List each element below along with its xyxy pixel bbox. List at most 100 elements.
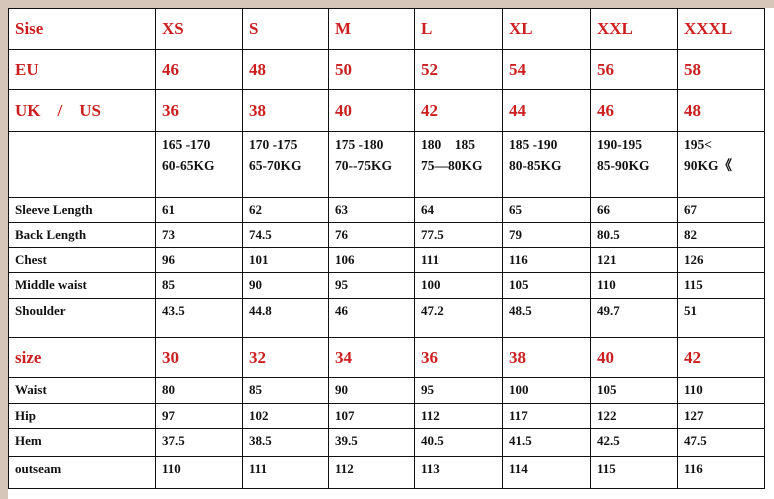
table-cell: 114	[502, 456, 591, 489]
row-label	[8, 131, 156, 198]
table-cell: 54	[502, 49, 591, 90]
table-cell: 42.5	[590, 428, 678, 457]
measurement-row: Back Length 73 74.5 76 77.5 79 80.5 82	[8, 222, 765, 248]
table-cell: 97	[155, 403, 243, 429]
height-range: 165 -170	[162, 137, 211, 152]
table-cell: 122	[590, 403, 678, 429]
table-cell: 61	[155, 197, 243, 223]
table-cell: 48.5	[502, 298, 591, 338]
table-cell: 65	[502, 197, 591, 223]
height-range: 175 -180	[335, 137, 384, 152]
row-label: Middle waist	[8, 272, 156, 299]
table-cell: 90	[328, 377, 415, 404]
table-cell: 40	[328, 89, 415, 132]
table-cell: 116	[677, 456, 765, 489]
table-cell: 77.5	[414, 222, 503, 248]
header-row: Sise XS S M L XL XXL XXXL	[8, 8, 765, 50]
table-cell: 46	[328, 298, 415, 338]
weight-range: 80-85KG	[509, 158, 562, 173]
height-weight-row: 165 -170 60-65KG 170 -175 65-70KG 175 -180 70…	[8, 131, 765, 198]
size-chart-table: Sise XS S M L XL XXL XXXL EU 46 48 50 52 54 56 58 UK / U…	[8, 8, 765, 489]
table-cell: 110	[155, 456, 243, 489]
table-cell: 47.2	[414, 298, 503, 338]
table-cell: 100	[502, 377, 591, 404]
height-weight-cell: 170 -175 65-70KG	[242, 131, 329, 198]
table-cell: 46	[590, 89, 678, 132]
measurement-row: Hip 97 102 107 112 117 122 127	[8, 403, 765, 429]
table-cell: 44	[502, 89, 591, 132]
table-cell: 39.5	[328, 428, 415, 457]
table-cell: 51	[677, 298, 765, 338]
header-row: EU 46 48 50 52 54 56 58	[8, 49, 765, 90]
height-weight-cell: 190-195 85-90KG	[590, 131, 678, 198]
table-cell: 38	[502, 337, 591, 378]
table-cell: 100	[414, 272, 503, 299]
weight-range: 90KG《	[684, 158, 733, 173]
weight-range: 65-70KG	[249, 158, 302, 173]
table-cell: 30	[155, 337, 243, 378]
row-label: Sleeve Length	[8, 197, 156, 223]
table-cell: 58	[677, 49, 765, 90]
table-cell: XXXL	[677, 8, 765, 50]
table-cell: 110	[677, 377, 765, 404]
table-cell: 41.5	[502, 428, 591, 457]
table-cell: 36	[414, 337, 503, 378]
table-cell: 106	[328, 247, 415, 273]
size-chart: Sise XS S M L XL XXL XXXL EU 46 48 50 52 54 56 58 UK / U…	[8, 8, 774, 499]
table-cell: 107	[328, 403, 415, 429]
measurement-row: Chest 96 101 106 111 116 121 126	[8, 247, 765, 273]
height-range: 190-195	[597, 137, 642, 152]
height-weight-cell: 180 185 75—80KG	[414, 131, 503, 198]
measurement-row: Shoulder 43.5 44.8 46 47.2 48.5 49.7 51	[8, 298, 765, 338]
table-cell: 115	[677, 272, 765, 299]
height-weight-cell: 185 -190 80-85KG	[502, 131, 591, 198]
table-cell: 42	[677, 337, 765, 378]
table-cell: 117	[502, 403, 591, 429]
table-cell: 56	[590, 49, 678, 90]
table-cell: 37.5	[155, 428, 243, 457]
table-cell: 36	[155, 89, 243, 132]
table-cell: 112	[328, 456, 415, 489]
table-cell: 43.5	[155, 298, 243, 338]
table-cell: 96	[155, 247, 243, 273]
table-cell: M	[328, 8, 415, 50]
table-cell: 40.5	[414, 428, 503, 457]
row-label: UK / US	[8, 89, 156, 132]
row-label: Hem	[8, 428, 156, 457]
measurement-row: Middle waist 85 90 95 100 105 110 115	[8, 272, 765, 299]
table-cell: 85	[155, 272, 243, 299]
row-label: Hip	[8, 403, 156, 429]
table-cell: 90	[242, 272, 329, 299]
table-cell: 67	[677, 197, 765, 223]
table-cell: 95	[414, 377, 503, 404]
table-cell: 42	[414, 89, 503, 132]
height-range: 195<	[684, 137, 712, 152]
measurement-row: outseam 110 111 112 113 114 115 116	[8, 456, 765, 489]
table-cell: 49.7	[590, 298, 678, 338]
table-cell: 44.8	[242, 298, 329, 338]
table-cell: 73	[155, 222, 243, 248]
table-cell: 82	[677, 222, 765, 248]
table-cell: 64	[414, 197, 503, 223]
size-row: size 30 32 34 36 38 40 42	[8, 337, 765, 378]
weight-range: 70--75KG	[335, 158, 392, 173]
table-cell: 46	[155, 49, 243, 90]
row-label: Back Length	[8, 222, 156, 248]
table-cell: 101	[242, 247, 329, 273]
table-cell: 38	[242, 89, 329, 132]
row-label: Shoulder	[8, 298, 156, 338]
table-cell: XL	[502, 8, 591, 50]
table-cell: 40	[590, 337, 678, 378]
table-cell: 74.5	[242, 222, 329, 248]
table-cell: 34	[328, 337, 415, 378]
table-cell: 32	[242, 337, 329, 378]
table-cell: 105	[590, 377, 678, 404]
measurement-row: Sleeve Length 61 62 63 64 65 66 67	[8, 197, 765, 223]
height-weight-cell: 165 -170 60-65KG	[155, 131, 243, 198]
table-cell: 126	[677, 247, 765, 273]
row-label: Sise	[8, 8, 156, 50]
table-cell: 111	[414, 247, 503, 273]
row-label: Waist	[8, 377, 156, 404]
table-cell: 102	[242, 403, 329, 429]
table-cell: XXL	[590, 8, 678, 50]
